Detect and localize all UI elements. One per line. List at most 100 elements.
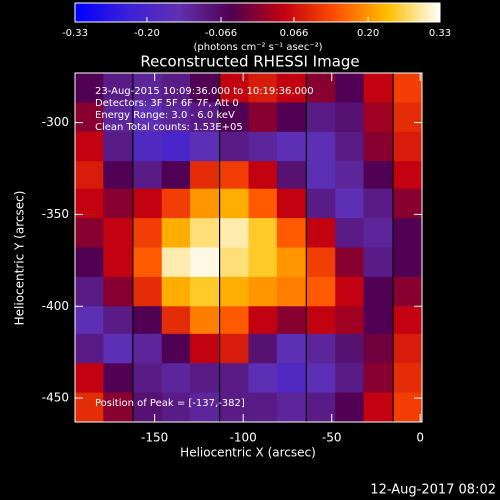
heatmap-cell xyxy=(161,218,191,249)
heatmap-cell xyxy=(276,188,306,219)
heatmap-cell xyxy=(335,188,365,219)
heatmap-cell xyxy=(103,333,133,364)
heatmap-cell xyxy=(248,247,278,278)
heatmap-cell xyxy=(133,102,163,133)
x-tick-label: -150 xyxy=(141,431,168,445)
annotation: 23-Aug-2015 10:09:36.000 to 10:19:36.000 xyxy=(95,86,314,97)
heatmap-cell xyxy=(161,247,191,278)
heatmap-cell xyxy=(306,333,336,364)
chart-title: Reconstructed RHESSI Image xyxy=(140,53,359,71)
heatmap-cell xyxy=(306,247,336,278)
heatmap-cell xyxy=(220,247,250,278)
heatmap-cell xyxy=(335,392,365,422)
heatmap-cell xyxy=(75,392,104,422)
heatmap-cell xyxy=(363,161,393,192)
heatmap-cell xyxy=(276,218,306,249)
heatmap-cell xyxy=(306,161,336,192)
heatmap-cell xyxy=(220,102,250,133)
heatmap-cell xyxy=(248,276,278,307)
heatmap-cell xyxy=(75,306,104,337)
heatmap-cell xyxy=(335,161,365,192)
heatmap-cell xyxy=(363,73,393,103)
y-tick-label: -300 xyxy=(42,115,69,129)
heatmap-cell xyxy=(276,392,306,422)
heatmap-cell xyxy=(276,363,306,394)
heatmap-cell xyxy=(335,131,365,162)
heatmap-cell xyxy=(393,306,422,337)
y-tick-label: -350 xyxy=(42,207,69,221)
heatmap-cell xyxy=(75,333,104,364)
heatmap-cell xyxy=(306,188,336,219)
heatmap-cell xyxy=(276,131,306,162)
heatmap-cell xyxy=(393,161,422,192)
heatmap-cell xyxy=(248,333,278,364)
heatmap-cell xyxy=(335,363,365,394)
heatmap-cell xyxy=(276,306,306,337)
colorbar-tick-label: 0.066 xyxy=(280,28,309,39)
heatmap-cell xyxy=(393,188,422,219)
heatmap-cell xyxy=(161,276,191,307)
footer-date: 12-Aug-2017 08:02 xyxy=(370,483,496,498)
heatmap-cell xyxy=(248,131,278,162)
heatmap-cell xyxy=(393,102,422,133)
heatmap-cell xyxy=(306,73,336,103)
heatmap-cell xyxy=(161,161,191,192)
heatmap-cell xyxy=(220,218,250,249)
heatmap-cell xyxy=(335,276,365,307)
heatmap xyxy=(75,73,422,422)
heatmap-cell xyxy=(276,102,306,133)
heatmap-cell xyxy=(103,131,133,162)
heatmap-cell xyxy=(190,333,220,364)
heatmap-cell xyxy=(363,131,393,162)
heatmap-cell xyxy=(161,102,191,133)
heatmap-cell xyxy=(133,306,163,337)
heatmap-cell xyxy=(306,306,336,337)
heatmap-cell xyxy=(133,131,163,162)
heatmap-cell xyxy=(248,161,278,192)
heatmap-cell xyxy=(363,218,393,249)
heatmap-cell xyxy=(133,188,163,219)
heatmap-cell xyxy=(133,73,163,103)
colorbar-tick-label: -0.33 xyxy=(62,28,88,39)
heatmap-cell xyxy=(75,247,104,278)
heatmap-cell xyxy=(335,102,365,133)
x-tick-label: 0 xyxy=(416,431,424,445)
heatmap-cell xyxy=(248,188,278,219)
heatmap-cell xyxy=(75,131,104,162)
colorbar-tick-label: -0.066 xyxy=(205,28,237,39)
x-axis-label: Heliocentric X (arcsec) xyxy=(180,446,316,460)
heatmap-cell xyxy=(335,333,365,364)
heatmap-cell xyxy=(363,333,393,364)
heatmap-cell xyxy=(133,247,163,278)
heatmap-cell xyxy=(161,188,191,219)
heatmap-cell xyxy=(248,73,278,103)
heatmap-cell xyxy=(190,392,220,422)
x-tick-label: -50 xyxy=(322,431,342,445)
heatmap-cell xyxy=(75,73,104,103)
heatmap-cell xyxy=(103,276,133,307)
heatmap-cell xyxy=(306,131,336,162)
heatmap-cell xyxy=(248,392,278,422)
heatmap-cell xyxy=(103,161,133,192)
heatmap-cell xyxy=(248,218,278,249)
heatmap-cell xyxy=(190,218,220,249)
heatmap-cell xyxy=(103,392,133,422)
heatmap-cell xyxy=(220,188,250,219)
heatmap-cell xyxy=(161,392,191,422)
heatmap-cell xyxy=(75,102,104,133)
heatmap-cell xyxy=(363,306,393,337)
colorbar xyxy=(74,2,441,23)
heatmap-cell xyxy=(220,333,250,364)
heatmap-cell xyxy=(75,363,104,394)
heatmap-cell xyxy=(335,218,365,249)
heatmap-cell xyxy=(75,218,104,249)
heatmap-cell xyxy=(190,131,220,162)
plot-frame xyxy=(74,72,423,423)
heatmap-cell xyxy=(393,363,422,394)
heatmap-cell xyxy=(220,131,250,162)
heatmap-cell xyxy=(103,363,133,394)
heatmap-cell xyxy=(335,306,365,337)
heatmap-cell xyxy=(190,161,220,192)
annotation: Position of Peak = [-137,-382] xyxy=(95,398,245,409)
heatmap-cell xyxy=(393,73,422,103)
